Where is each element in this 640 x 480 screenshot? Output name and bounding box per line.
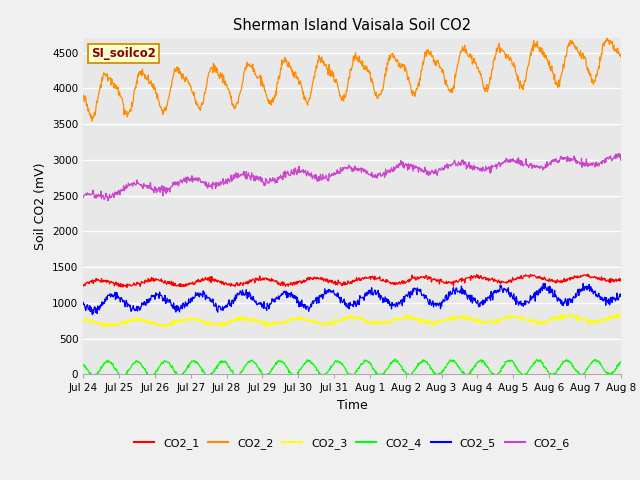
- CO2_6: [104, 198, 112, 204]
- CO2_1: [449, 279, 457, 285]
- CO2_5: [79, 300, 87, 305]
- CO2_2: [449, 85, 457, 91]
- CO2_3: [615, 311, 623, 316]
- CO2_1: [509, 275, 516, 280]
- CO2_3: [449, 314, 457, 320]
- CO2_5: [617, 291, 625, 297]
- CO2_4: [298, 366, 305, 372]
- CO2_5: [317, 294, 324, 300]
- X-axis label: Time: Time: [337, 399, 367, 412]
- CO2_5: [88, 312, 96, 317]
- CO2_2: [499, 48, 507, 54]
- Y-axis label: Soil CO2 (mV): Soil CO2 (mV): [33, 163, 47, 250]
- CO2_3: [134, 317, 142, 323]
- Line: CO2_2: CO2_2: [83, 38, 621, 121]
- CO2_3: [298, 316, 305, 322]
- CO2_2: [298, 83, 305, 88]
- Line: CO2_6: CO2_6: [83, 154, 621, 201]
- CO2_4: [135, 359, 143, 365]
- CO2_6: [298, 168, 305, 173]
- CO2_4: [509, 359, 517, 365]
- CO2_6: [615, 151, 623, 156]
- CO2_4: [118, 374, 126, 380]
- CO2_3: [161, 325, 168, 331]
- CO2_1: [617, 276, 625, 282]
- CO2_1: [584, 271, 592, 277]
- CO2_2: [317, 60, 324, 65]
- CO2_6: [317, 171, 324, 177]
- CO2_6: [617, 157, 625, 163]
- Line: CO2_4: CO2_4: [83, 359, 621, 377]
- CO2_5: [499, 289, 507, 295]
- Line: CO2_1: CO2_1: [83, 274, 621, 288]
- CO2_4: [317, 372, 324, 377]
- CO2_2: [509, 62, 516, 68]
- CO2_2: [617, 54, 625, 60]
- Text: SI_soilco2: SI_soilco2: [92, 47, 156, 60]
- CO2_3: [317, 320, 324, 326]
- Line: CO2_5: CO2_5: [83, 283, 621, 314]
- CO2_3: [499, 315, 507, 321]
- CO2_3: [509, 314, 516, 320]
- CO2_5: [298, 303, 305, 309]
- CO2_1: [79, 283, 87, 289]
- CO2_3: [617, 313, 625, 319]
- CO2_4: [449, 357, 457, 363]
- Line: CO2_3: CO2_3: [83, 313, 621, 328]
- CO2_1: [499, 279, 507, 285]
- CO2_6: [449, 161, 457, 167]
- CO2_4: [617, 359, 625, 365]
- CO2_6: [499, 159, 507, 165]
- CO2_1: [123, 285, 131, 290]
- CO2_5: [509, 296, 516, 301]
- CO2_2: [135, 70, 143, 76]
- CO2_2: [88, 118, 95, 124]
- CO2_5: [449, 287, 457, 292]
- CO2_6: [135, 180, 143, 186]
- CO2_4: [500, 363, 508, 369]
- Title: Sherman Island Vaisala Soil CO2: Sherman Island Vaisala Soil CO2: [233, 18, 471, 33]
- CO2_1: [135, 280, 143, 286]
- CO2_1: [317, 276, 324, 282]
- CO2_4: [391, 356, 399, 362]
- CO2_5: [541, 280, 548, 286]
- CO2_1: [298, 280, 305, 286]
- Legend: CO2_1, CO2_2, CO2_3, CO2_4, CO2_5, CO2_6: CO2_1, CO2_2, CO2_3, CO2_4, CO2_5, CO2_6: [130, 434, 574, 454]
- CO2_4: [79, 361, 87, 367]
- CO2_6: [79, 194, 87, 200]
- CO2_6: [509, 156, 516, 162]
- CO2_5: [135, 304, 143, 310]
- CO2_3: [79, 318, 87, 324]
- CO2_2: [604, 35, 611, 41]
- CO2_2: [79, 93, 87, 98]
